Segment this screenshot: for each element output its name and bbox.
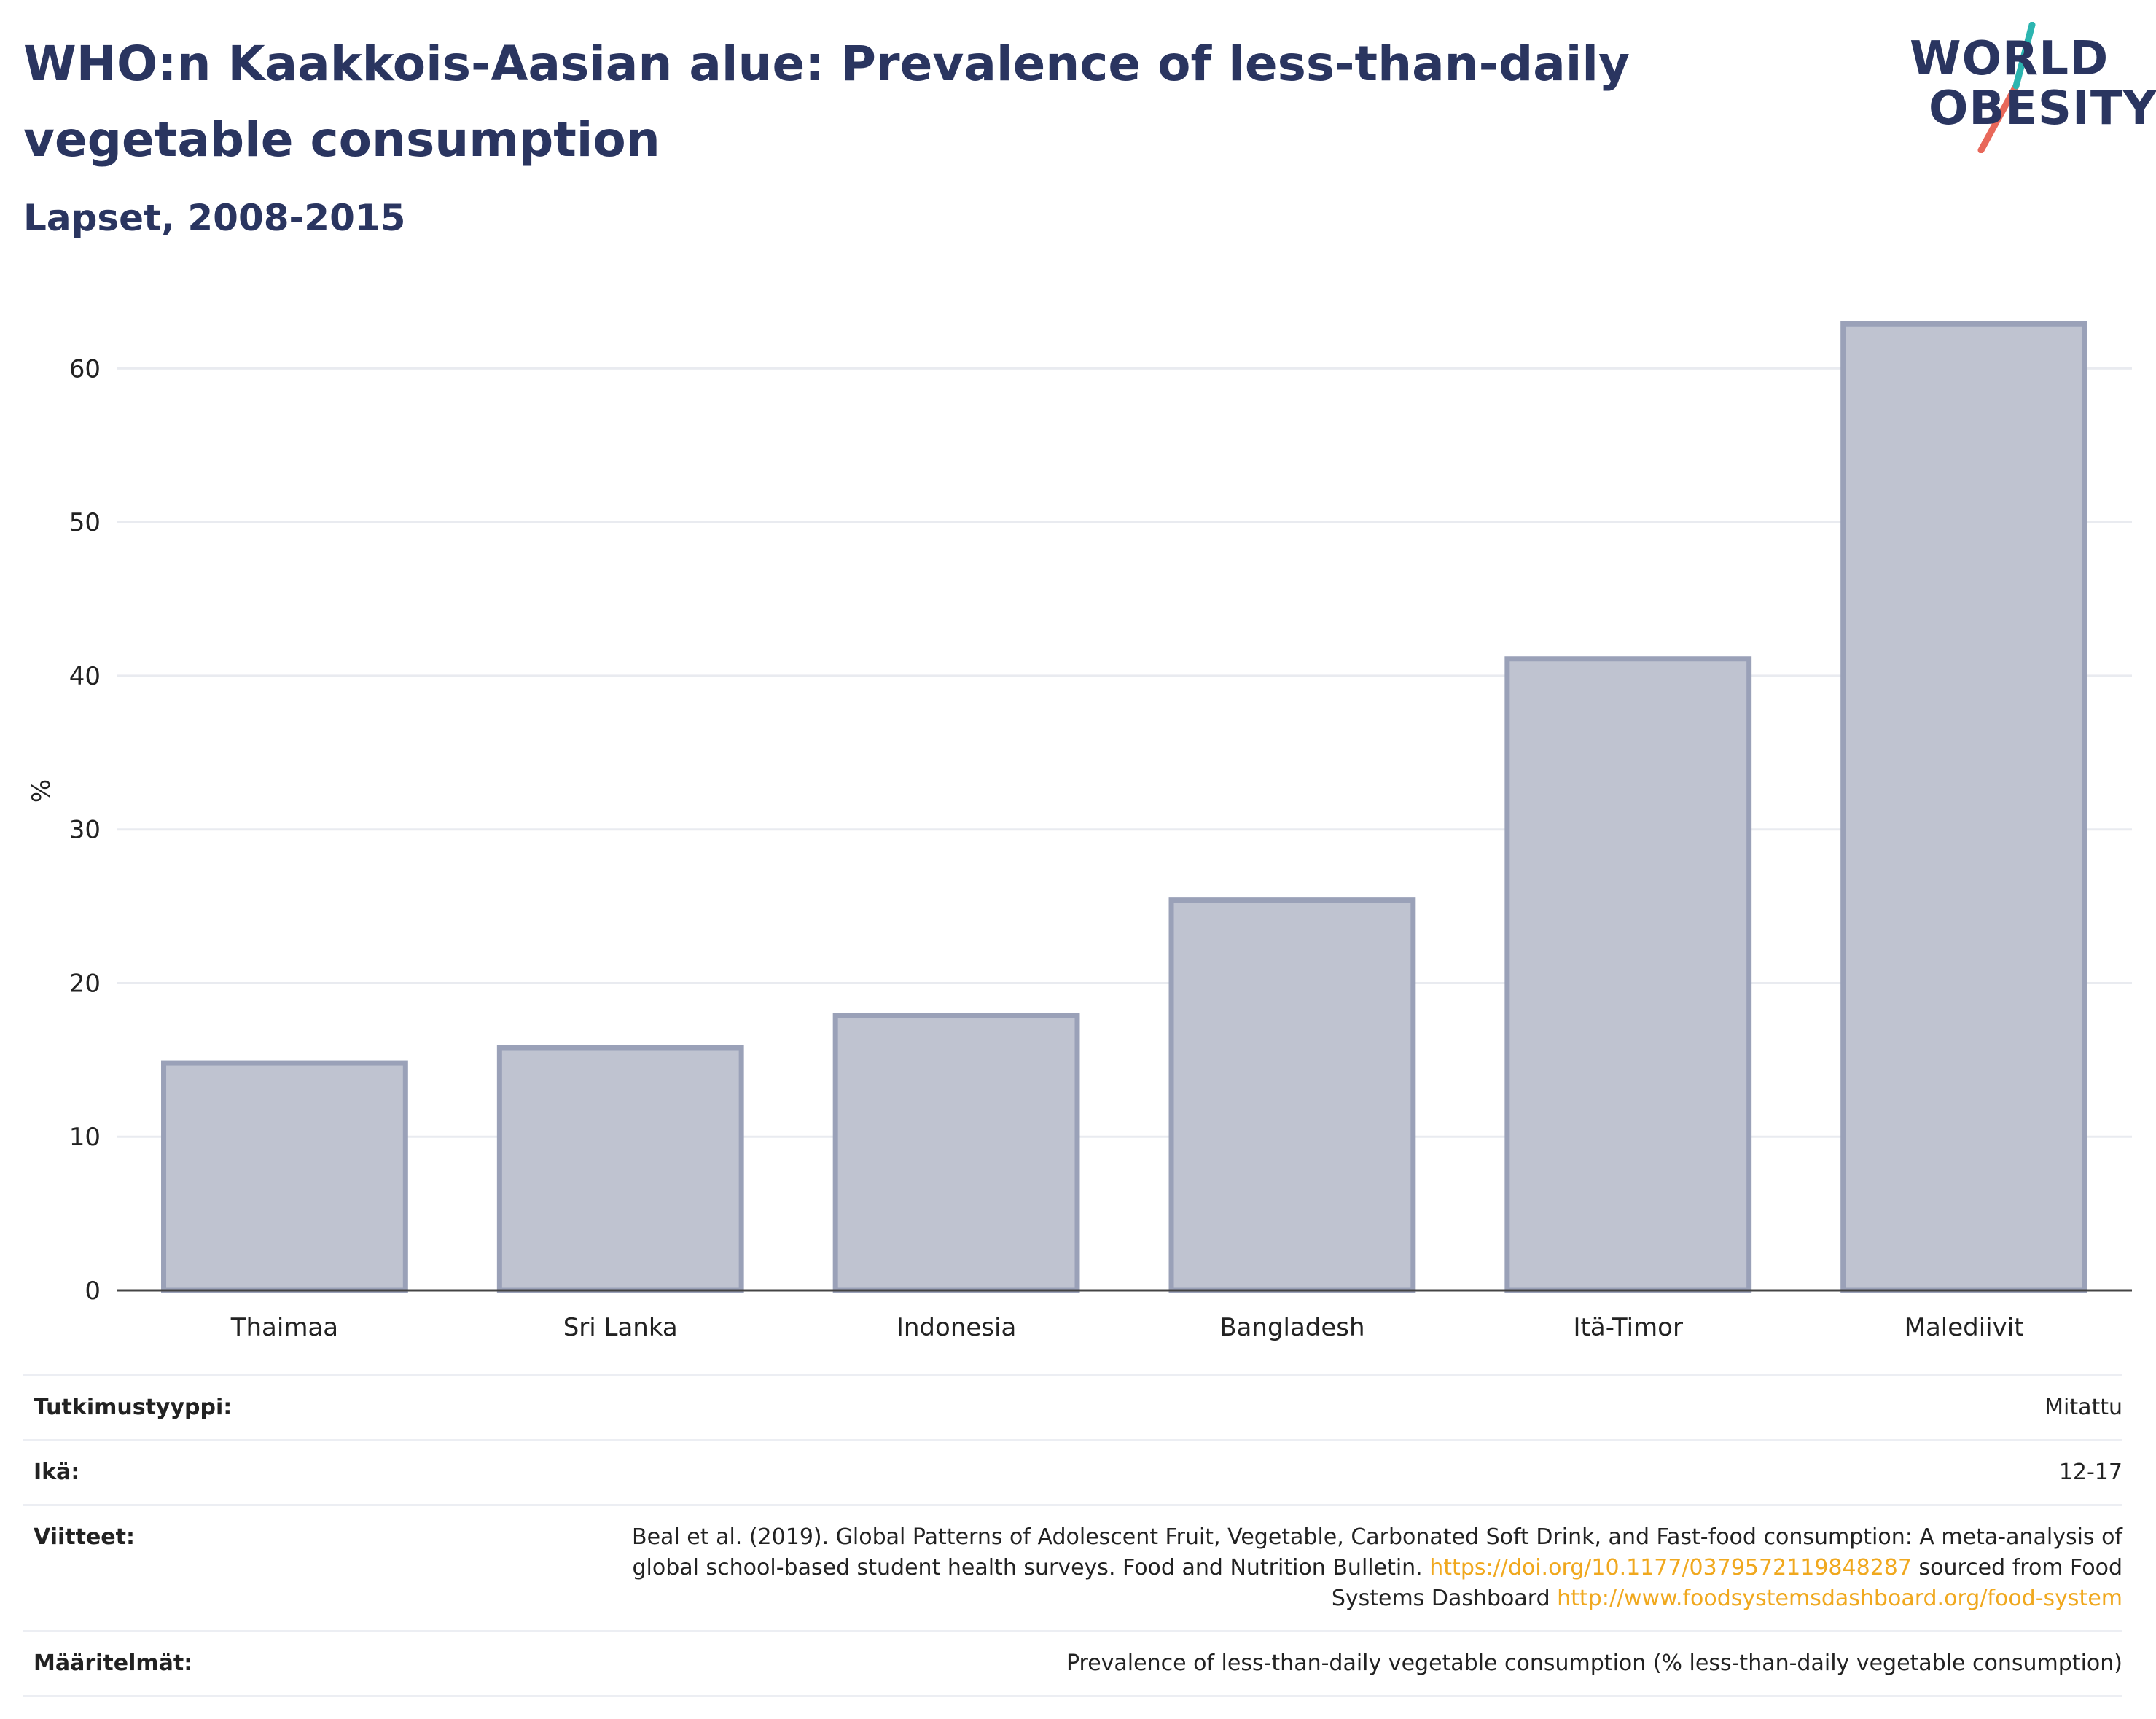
bar bbox=[161, 1060, 408, 1293]
study-type-label: Tutkimustyyppi: bbox=[34, 1395, 233, 1420]
logo-line2: OBESITY bbox=[1929, 82, 2156, 136]
logo-line1: WORLD bbox=[1910, 32, 2109, 86]
reference-text: Beal et al. (2019). Global Patterns of A… bbox=[632, 1524, 2122, 1580]
y-tick-label: 0 bbox=[85, 1276, 101, 1306]
y-tick-label: 40 bbox=[69, 662, 101, 691]
x-tick-label: Itä-Timor bbox=[1574, 1313, 1683, 1342]
x-tick-label: Sri Lanka bbox=[563, 1313, 678, 1342]
info-row-definitions: Määritelmät: Prevalence of less-than-dai… bbox=[23, 1630, 2122, 1697]
bar bbox=[832, 1013, 1080, 1293]
x-tick-label: Thaimaa bbox=[230, 1313, 338, 1342]
chart-title: WHO:n Kaakkois-Aasian alue: Prevalence o… bbox=[23, 36, 1630, 168]
reference-source-text: sourced from Food Systems Dashboard bbox=[1331, 1555, 2122, 1611]
bar bbox=[1504, 656, 1752, 1293]
age-label: Ikä: bbox=[34, 1459, 80, 1485]
y-tick-label: 60 bbox=[69, 354, 101, 383]
y-tick-label: 50 bbox=[69, 508, 101, 537]
bar bbox=[496, 1045, 744, 1293]
info-row-references: Viitteet: Beal et al. (2019). Global Pat… bbox=[23, 1504, 2122, 1630]
y-tick-label: 30 bbox=[69, 816, 101, 845]
bar bbox=[1168, 897, 1416, 1293]
bar-chart: 0 10 20 30 40 50 60% Thaimaa Sri Lanka Indonesia B… bbox=[27, 321, 2132, 1342]
info-row-study-type: Tutkimustyyppi: Mitattu bbox=[23, 1374, 2122, 1439]
y-tick-label: 20 bbox=[69, 969, 101, 998]
references-value: Beal et al. (2019). Global Patterns of A… bbox=[592, 1522, 2122, 1614]
logo-slash-icon bbox=[1977, 22, 2036, 153]
x-tick-label: Indonesia bbox=[897, 1313, 1016, 1342]
y-axis-title: % bbox=[27, 779, 56, 803]
references-label: Viitteet: bbox=[34, 1524, 135, 1550]
reference-doi-link[interactable]: https://doi.org/10.1177/0379572119848287 bbox=[1429, 1555, 1912, 1580]
study-type-value: Mitattu bbox=[2044, 1395, 2122, 1420]
x-tick-label: Malediivit bbox=[1905, 1313, 2024, 1342]
chart-subtitle: Lapset, 2008-2015 bbox=[23, 197, 406, 239]
info-row-age: Ikä: 12-17 bbox=[23, 1439, 2122, 1504]
reference-dashboard-link[interactable]: http://www.foodsystemsdashboard.org/food… bbox=[1557, 1586, 2122, 1611]
world-obesity-logo: WORLD OBESITY bbox=[1895, 22, 2156, 153]
definitions-value: Prevalence of less-than-daily vegetable … bbox=[1066, 1650, 2122, 1676]
y-tick-label: 10 bbox=[69, 1123, 101, 1152]
bar bbox=[1840, 321, 2087, 1293]
info-table: Tutkimustyyppi: Mitattu Ikä: 12-17 Viitt… bbox=[23, 1374, 2122, 1697]
x-tick-label: Bangladesh bbox=[1219, 1313, 1364, 1342]
definitions-label: Määritelmät: bbox=[34, 1650, 193, 1676]
age-value: 12-17 bbox=[2058, 1459, 2122, 1485]
